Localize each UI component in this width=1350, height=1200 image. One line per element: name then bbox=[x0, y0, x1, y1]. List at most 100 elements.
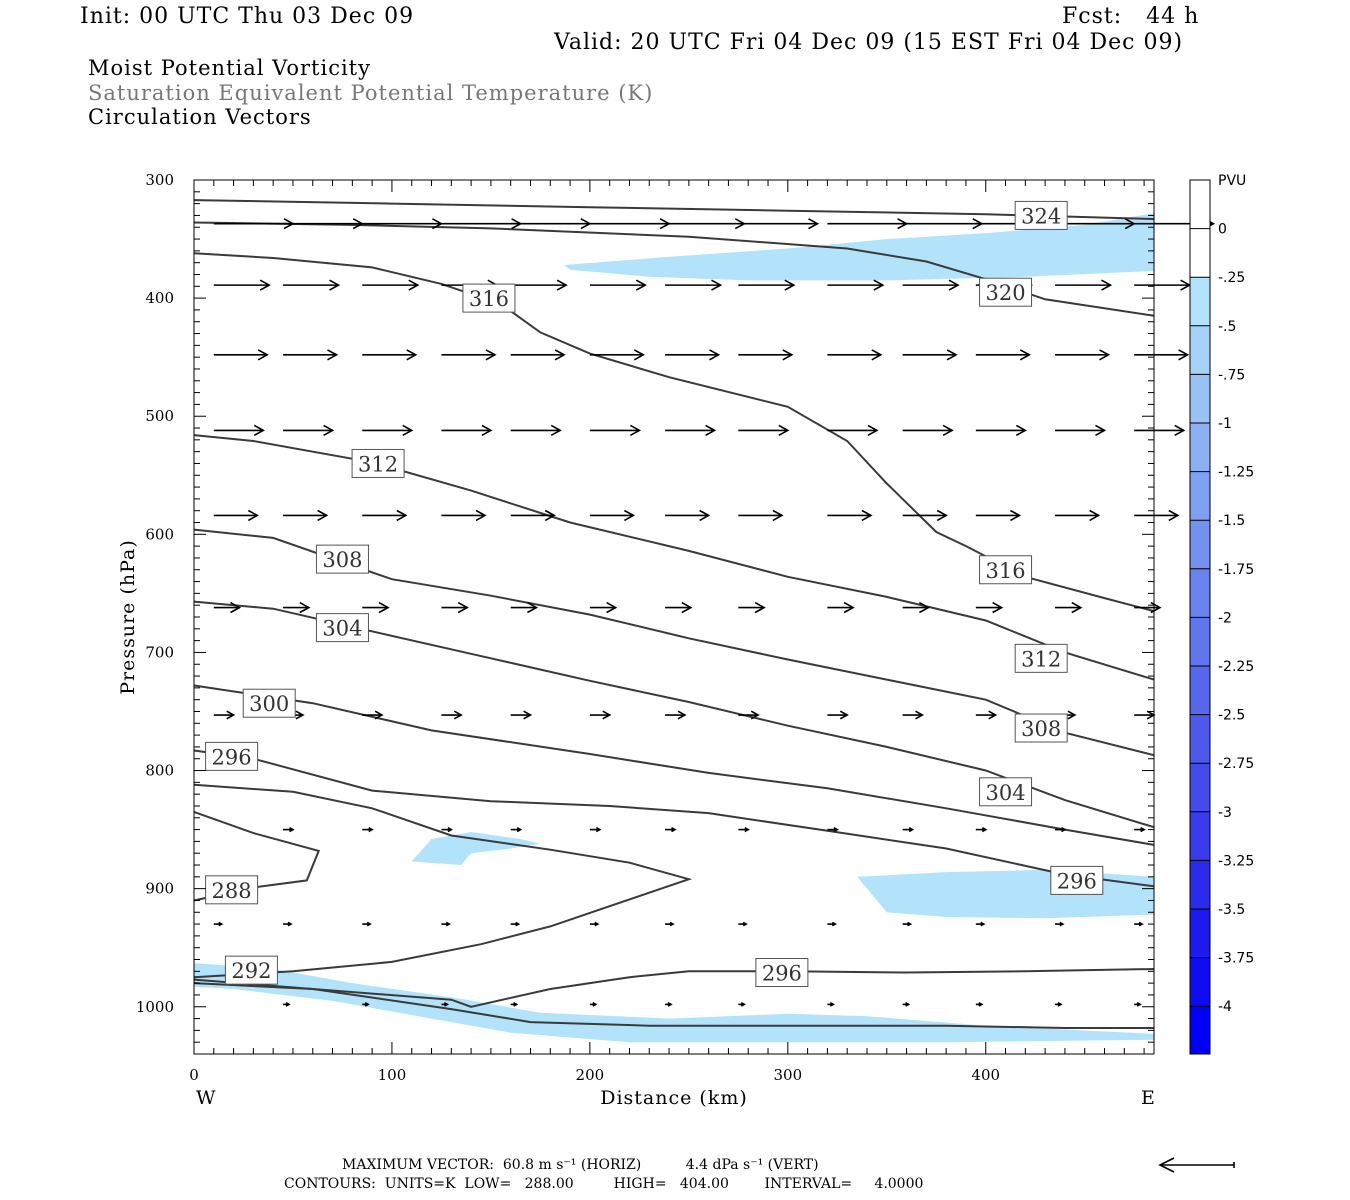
circulation-vector bbox=[665, 279, 723, 291]
contour-label: 312 bbox=[1014, 643, 1068, 673]
colorbar-label: -.5 bbox=[1218, 319, 1236, 335]
circulation-vector bbox=[1055, 218, 1136, 230]
circulation-vectors bbox=[213, 218, 1216, 1007]
circulation-vector bbox=[902, 279, 960, 291]
circulation-vector bbox=[589, 509, 636, 522]
contour-label: 296 bbox=[1050, 865, 1104, 895]
vector-head bbox=[861, 509, 873, 522]
colorbar-label: -.75 bbox=[1218, 367, 1245, 383]
circulation-vector bbox=[975, 921, 986, 927]
vector-head bbox=[1168, 509, 1180, 522]
contour-label-box bbox=[224, 955, 278, 985]
vector-head bbox=[782, 349, 794, 361]
circulation-vector bbox=[589, 710, 612, 720]
colorbar-swatch bbox=[1190, 277, 1210, 326]
circulation-vector bbox=[589, 826, 602, 833]
circulation-vector bbox=[738, 710, 760, 720]
y-tick-label: 300 bbox=[145, 171, 174, 189]
vector-head bbox=[624, 509, 636, 522]
vector-head bbox=[226, 710, 236, 720]
y-tick-label: 700 bbox=[145, 643, 174, 661]
vector-head bbox=[981, 826, 988, 833]
circulation-vector bbox=[975, 509, 1022, 522]
pv-region bbox=[857, 869, 1154, 919]
colorbar-swatch bbox=[1190, 957, 1210, 1007]
circulation-vector bbox=[589, 1002, 598, 1007]
circulation-vector bbox=[213, 710, 236, 720]
vector-head bbox=[544, 509, 556, 522]
circulation-vector bbox=[589, 601, 618, 614]
circulation-vector bbox=[902, 424, 954, 437]
circulation-vector bbox=[902, 1002, 911, 1007]
colorbar-swatch bbox=[1190, 374, 1210, 423]
vector-head bbox=[606, 601, 618, 614]
circulation-vector bbox=[510, 921, 521, 927]
vector-head bbox=[523, 710, 533, 720]
vector-head bbox=[915, 710, 925, 720]
vector-head bbox=[408, 279, 420, 291]
circulation-vector bbox=[738, 349, 794, 361]
circulation-vector bbox=[738, 1002, 746, 1007]
circulation-vector bbox=[589, 424, 642, 437]
vector-head bbox=[445, 921, 451, 927]
circulation-vector bbox=[975, 601, 1004, 614]
circulation-vector bbox=[1055, 601, 1083, 614]
vector-head bbox=[1061, 827, 1067, 833]
vector-head bbox=[592, 1002, 598, 1007]
circulation-vector bbox=[362, 279, 420, 291]
vector-head bbox=[778, 424, 790, 437]
circulation-vector bbox=[510, 1002, 519, 1007]
contour-labels: 324 320 316 316 312 312 308 308 304 304 300 296 296 2… bbox=[205, 200, 1104, 988]
contour-label-text: 296 bbox=[1057, 869, 1097, 893]
circulation-vector bbox=[362, 710, 384, 720]
y-tick-label: 400 bbox=[145, 289, 174, 307]
colorbar-swatch bbox=[1190, 909, 1210, 958]
vector-head bbox=[754, 601, 766, 614]
circulation-vector bbox=[1055, 827, 1067, 833]
vector-head bbox=[633, 349, 645, 361]
circulation-vector bbox=[827, 509, 873, 522]
contour-label: 312 bbox=[351, 448, 405, 478]
contour-label-text: 312 bbox=[1021, 647, 1061, 671]
vector-head bbox=[873, 279, 885, 291]
contour-label-text: 288 bbox=[212, 879, 252, 903]
max-vector-note: MAXIMUM VECTOR: 60.8 m s⁻¹ (HORIZ) 4.4 d… bbox=[342, 1157, 819, 1173]
circulation-vector bbox=[283, 424, 335, 437]
vector-head bbox=[948, 279, 960, 291]
colorbar-swatch bbox=[1190, 228, 1210, 278]
vector-head bbox=[871, 349, 883, 361]
circulation-vector bbox=[665, 509, 711, 522]
x-tick-label: 0 bbox=[189, 1066, 199, 1084]
vector-head bbox=[515, 921, 521, 927]
contour-label: 296 bbox=[205, 741, 259, 771]
vector-head bbox=[406, 349, 418, 361]
contour-label-box bbox=[315, 544, 369, 574]
vector-head bbox=[444, 1002, 450, 1007]
vector-head bbox=[253, 424, 265, 437]
y-tick-label: 600 bbox=[145, 525, 174, 543]
circulation-vector bbox=[510, 218, 592, 230]
vector-head bbox=[295, 710, 305, 720]
vector-head bbox=[980, 921, 986, 927]
vector-head bbox=[905, 1002, 911, 1007]
valid-time: Valid: 20 UTC Fri 04 Dec 09 (15 EST Fri … bbox=[554, 30, 1184, 55]
theta-contour bbox=[193, 684, 1155, 846]
theta-contour bbox=[193, 783, 693, 979]
contour-label-box bbox=[462, 283, 516, 313]
circulation-vector bbox=[283, 218, 364, 230]
y-tick-label: 1000 bbox=[136, 998, 174, 1016]
vector-head bbox=[485, 349, 497, 361]
x-axis-label: Distance (km) bbox=[600, 1087, 748, 1109]
contour-label-box bbox=[1014, 713, 1068, 743]
pv-shading bbox=[194, 213, 1154, 1043]
vector-head bbox=[833, 826, 839, 833]
theta-contour bbox=[193, 434, 1155, 681]
circulation-vector bbox=[665, 1002, 673, 1007]
circulation-vector bbox=[441, 827, 453, 833]
vector-head bbox=[285, 1002, 291, 1007]
vector-head bbox=[677, 710, 687, 720]
circulation-vector bbox=[441, 710, 463, 720]
circulation-vector bbox=[975, 424, 1027, 437]
colorbar-label: -2 bbox=[1218, 610, 1232, 626]
